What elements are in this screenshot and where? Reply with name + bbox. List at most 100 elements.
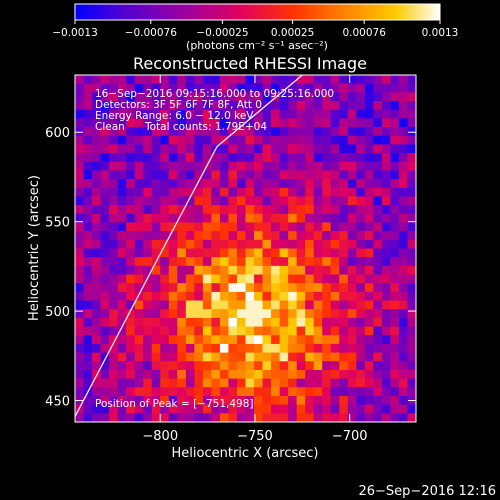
heatmap-cell — [202, 187, 212, 197]
heatmap-cell — [168, 127, 178, 137]
heatmap-cell — [143, 257, 153, 267]
heatmap-cell — [347, 161, 357, 171]
heatmap-cell — [288, 231, 298, 241]
heatmap-cell — [254, 205, 264, 215]
heatmap-cell — [134, 291, 144, 302]
heatmap-cell — [296, 161, 306, 171]
heatmap-cell — [202, 170, 212, 180]
heatmap-cell — [211, 326, 221, 336]
heatmap-cell — [126, 343, 136, 354]
heatmap-cell — [100, 187, 110, 197]
heatmap-cell — [236, 309, 246, 319]
heatmap-cell — [347, 257, 357, 267]
heatmap-cell — [100, 92, 110, 102]
heatmap-cell — [75, 369, 85, 380]
heatmap-cell — [126, 387, 136, 397]
heatmap-cell — [279, 274, 289, 284]
heatmap-cell — [228, 101, 238, 111]
heatmap-cell — [390, 369, 400, 380]
heatmap-cell — [398, 361, 408, 371]
heatmap-cell — [373, 92, 383, 102]
heatmap-cell — [219, 239, 229, 250]
heatmap-cell — [168, 83, 178, 93]
heatmap-cell — [185, 239, 195, 250]
footer-timestamp: 26−Sep−2016 12:16 — [358, 484, 496, 499]
heatmap-cell — [92, 144, 102, 154]
heatmap-cell — [339, 118, 349, 128]
heatmap-cell — [407, 257, 416, 267]
heatmap-cell — [194, 205, 204, 215]
heatmap-cell — [279, 404, 289, 414]
heatmap-cell — [313, 196, 323, 206]
heatmap-cell — [92, 361, 102, 371]
heatmap-cell — [271, 248, 281, 258]
heatmap-cell — [254, 291, 264, 302]
heatmap-cell — [168, 343, 178, 354]
heatmap-cell — [279, 187, 289, 197]
heatmap-cell — [117, 404, 127, 414]
heatmap-cell — [92, 231, 102, 241]
heatmap-cell — [151, 335, 161, 345]
heatmap-cell — [134, 395, 144, 406]
heatmap-cell — [143, 317, 153, 328]
heatmap-cell — [185, 196, 195, 206]
heatmap-cell — [92, 239, 102, 250]
heatmap-cell — [347, 283, 357, 293]
heatmap-cell — [254, 83, 264, 93]
heatmap-cell — [194, 265, 204, 276]
heatmap-cell — [288, 187, 298, 197]
heatmap-cell — [390, 317, 400, 328]
heatmap-cell — [339, 274, 349, 284]
heatmap-cell — [219, 378, 229, 388]
heatmap-cell — [75, 135, 85, 145]
heatmap-cell — [211, 101, 221, 111]
heatmap-cell — [109, 274, 119, 284]
heatmap-cell — [134, 222, 144, 232]
x-axis-label: Heliocentric X (arcsec) — [172, 446, 319, 461]
heatmap-cell — [305, 300, 315, 310]
heatmap-cell — [194, 127, 204, 137]
heatmap-cell — [262, 378, 272, 388]
heatmap-cell — [390, 135, 400, 145]
heatmap-cell — [194, 135, 204, 145]
heatmap-cell — [407, 75, 416, 85]
heatmap-cell — [288, 361, 298, 371]
heatmap-cell — [347, 395, 357, 406]
heatmap-cell — [381, 144, 391, 154]
heatmap-cell — [126, 196, 136, 206]
heatmap-cell — [100, 144, 110, 154]
heatmap-cell — [151, 378, 161, 388]
heatmap-cell — [75, 274, 85, 284]
heatmap-cell — [407, 239, 416, 250]
colorbar — [74, 3, 441, 21]
heatmap-cell — [245, 283, 255, 293]
heatmap-cell — [228, 317, 238, 328]
heatmap-cell — [313, 170, 323, 180]
heatmap-cell — [339, 127, 349, 137]
heatmap-cell — [313, 153, 323, 163]
heatmap-cell — [271, 101, 281, 111]
heatmap-cell — [134, 75, 144, 85]
heatmap-cell — [168, 135, 178, 145]
heatmap-cell — [202, 369, 212, 380]
heatmap-cell — [381, 352, 391, 362]
heatmap-cell — [177, 170, 187, 180]
heatmap-cell — [109, 395, 119, 406]
heatmap-cell — [92, 274, 102, 284]
heatmap-cell — [109, 161, 119, 171]
heatmap-cell — [194, 395, 204, 406]
heatmap-cell — [185, 335, 195, 345]
heatmap-cell — [117, 335, 127, 345]
heatmap-cell — [194, 343, 204, 354]
heatmap-cell — [296, 205, 306, 215]
heatmap-cell — [109, 222, 119, 232]
heatmap-cell — [322, 395, 332, 406]
heatmap-cell — [356, 179, 366, 189]
heatmap-cell — [373, 274, 383, 284]
heatmap-cell — [279, 369, 289, 380]
heatmap-cell — [313, 135, 323, 145]
heatmap-cell — [390, 144, 400, 154]
heatmap-cell — [109, 205, 119, 215]
heatmap-cell — [305, 101, 315, 111]
heatmap-cell — [194, 317, 204, 328]
